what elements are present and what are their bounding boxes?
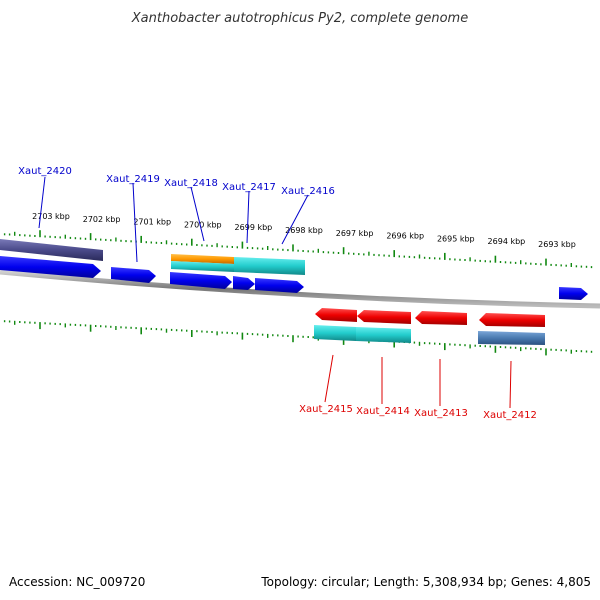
gene-label[interactable]: Xaut_2414 xyxy=(356,406,410,417)
cds-feature-2415-cyan[interactable] xyxy=(314,325,356,341)
gene-label[interactable]: Xaut_2419 xyxy=(106,174,160,185)
gene-arrow-2417[interactable] xyxy=(233,276,255,290)
kbp-label: 2700 kbp xyxy=(184,220,222,229)
minus-strand-genes xyxy=(315,308,545,327)
cds-feature-2418-orange[interactable] xyxy=(171,254,234,264)
gene-label[interactable]: Xaut_2418 xyxy=(164,178,218,189)
kbp-label: 2694 kbp xyxy=(488,237,526,246)
gene-callout-2415[interactable]: Xaut_2415 xyxy=(299,354,353,415)
cds-feature-2414-cyan[interactable] xyxy=(356,327,411,343)
cds-feature-2417-cyan[interactable] xyxy=(234,257,305,275)
gene-arrow-2416[interactable] xyxy=(255,278,304,293)
lower-kbp-ruler xyxy=(3,320,593,356)
gene-arrow-2415[interactable] xyxy=(315,308,357,322)
cds-feature-2412-steel[interactable] xyxy=(478,331,545,345)
gene-arrow-2419[interactable] xyxy=(111,267,156,283)
gene-arrow-2414[interactable] xyxy=(357,310,411,324)
minus-cds-blocks xyxy=(314,325,545,345)
kbp-label-group: 2703 kbp 2702 kbp 2701 kbp 2700 kbp 2699 kbp… xyxy=(32,212,576,249)
upper-kbp-ruler xyxy=(3,230,593,269)
gene-arrow-2413[interactable] xyxy=(415,311,467,325)
cds-feature-2420[interactable] xyxy=(0,239,103,261)
gene-label[interactable]: Xaut_2412 xyxy=(483,410,537,421)
kbp-label: 2702 kbp xyxy=(83,215,121,224)
gene-label[interactable]: Xaut_2413 xyxy=(414,408,468,419)
gene-callout-2414[interactable]: Xaut_2414 xyxy=(356,357,410,417)
gene-label[interactable]: Xaut_2415 xyxy=(299,404,353,415)
gene-callouts: Xaut_2420 Xaut_2419 Xaut_2418 Xaut_2417 … xyxy=(18,166,537,421)
plus-strand-genes xyxy=(0,256,588,300)
page-title: Xanthobacter autotrophicus Py2, complete… xyxy=(131,11,468,26)
gene-arrow-2420[interactable] xyxy=(0,256,101,278)
kbp-label: 2697 kbp xyxy=(336,229,374,238)
gene-arrow-far-right[interactable] xyxy=(559,287,588,300)
gene-label[interactable]: Xaut_2417 xyxy=(222,182,276,193)
gene-label[interactable]: Xaut_2416 xyxy=(281,186,335,197)
kbp-label: 2695 kbp xyxy=(437,234,475,243)
plus-cds-blocks xyxy=(171,254,305,275)
kbp-label: 2701 kbp xyxy=(133,218,171,227)
gene-label[interactable]: Xaut_2420 xyxy=(18,166,72,177)
cds-feature-2418-cyan[interactable] xyxy=(171,261,234,272)
gene-callout-2416[interactable]: Xaut_2416 xyxy=(281,186,335,245)
gene-callout-2413[interactable]: Xaut_2413 xyxy=(414,359,468,419)
kbp-label: 2698 kbp xyxy=(285,226,323,235)
gene-callout-2418[interactable]: Xaut_2418 xyxy=(164,178,218,242)
kbp-label: 2699 kbp xyxy=(235,223,273,232)
gene-arrow-2412[interactable] xyxy=(479,313,545,327)
genome-stats-text: Topology: circular; Length: 5,308,934 bp… xyxy=(260,575,591,589)
gene-callout-2420[interactable]: Xaut_2420 xyxy=(18,166,72,229)
kbp-label: 2703 kbp xyxy=(32,212,70,221)
gene-callout-2412[interactable]: Xaut_2412 xyxy=(483,360,537,421)
kbp-label: 2696 kbp xyxy=(386,232,424,241)
gene-callout-2419[interactable]: Xaut_2419 xyxy=(106,174,160,263)
kbp-label: 2693 kbp xyxy=(538,240,576,249)
gene-arrow-2418[interactable] xyxy=(170,272,232,289)
accession-text: Accession: NC_009720 xyxy=(9,575,145,589)
genome-backbone xyxy=(0,269,600,309)
gene-callout-2417[interactable]: Xaut_2417 xyxy=(222,182,276,244)
